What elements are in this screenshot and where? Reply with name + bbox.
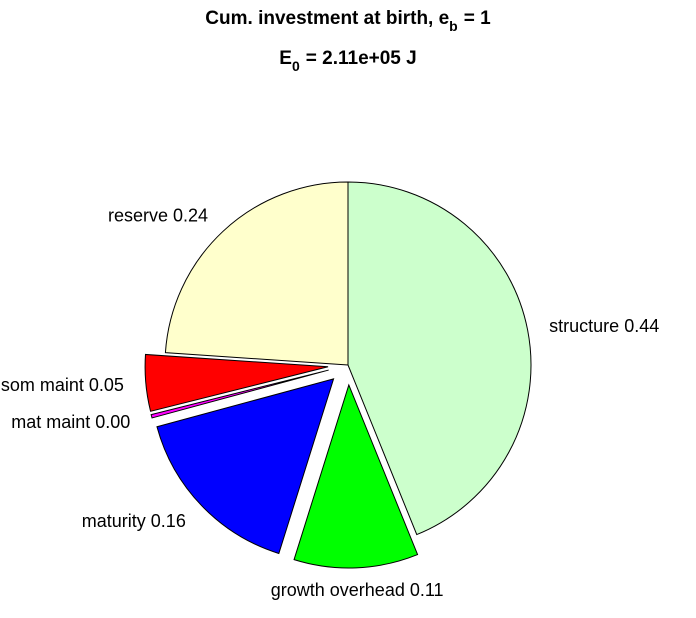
slice-name: maturity	[82, 511, 146, 531]
subtitle-text: E	[279, 48, 292, 69]
title-subscript: b	[449, 18, 458, 34]
slice-value: 0.05	[89, 375, 124, 395]
slice-value: 0.00	[95, 412, 130, 432]
pie-slice	[150, 369, 329, 419]
slice-value: 0.11	[410, 580, 444, 600]
pie: structure 0.44 growth overhead 0.11 maturity…	[1, 181, 659, 600]
title-text: Cum. investment at birth, e	[205, 8, 449, 29]
pie-slice	[164, 181, 349, 366]
slice-name: som maint	[1, 375, 84, 395]
slice-name: mat maint	[11, 412, 90, 432]
pie-slice	[347, 181, 532, 536]
slice-name: growth overhead	[271, 580, 405, 600]
slice-label: som maint 0.05	[1, 375, 124, 395]
slice-label: maturity 0.16	[82, 511, 186, 531]
subtitle-suffix: = 2.11e+05 J	[306, 48, 417, 69]
slice-label: mat maint 0.00	[11, 412, 130, 432]
pie-slice	[144, 353, 329, 412]
slice-label: growth overhead 0.11	[271, 580, 444, 600]
slice-value: 0.44	[624, 316, 659, 336]
chart-title: Cum. investment at birth, eb = 1	[205, 8, 491, 34]
slice-name: structure	[549, 316, 619, 336]
pie-slice	[293, 383, 419, 569]
subtitle-subscript: 0	[292, 58, 300, 74]
chart-subtitle: E0 = 2.11e+05 J	[279, 48, 416, 74]
slice-value: 0.16	[151, 511, 186, 531]
pie-slice	[156, 378, 335, 555]
slice-label: structure 0.44	[549, 316, 659, 336]
slice-label: reserve 0.24	[108, 205, 208, 225]
slice-name: reserve	[108, 205, 168, 225]
slice-value: 0.24	[173, 205, 208, 225]
title-suffix: = 1	[464, 8, 491, 29]
